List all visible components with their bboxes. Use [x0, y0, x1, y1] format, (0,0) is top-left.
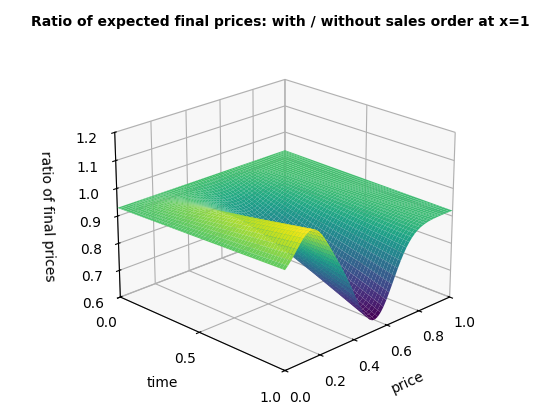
Y-axis label: time: time — [147, 376, 178, 390]
Title: Ratio of expected final prices: with / without sales order at x=1: Ratio of expected final prices: with / w… — [31, 15, 529, 29]
X-axis label: price: price — [389, 369, 426, 396]
